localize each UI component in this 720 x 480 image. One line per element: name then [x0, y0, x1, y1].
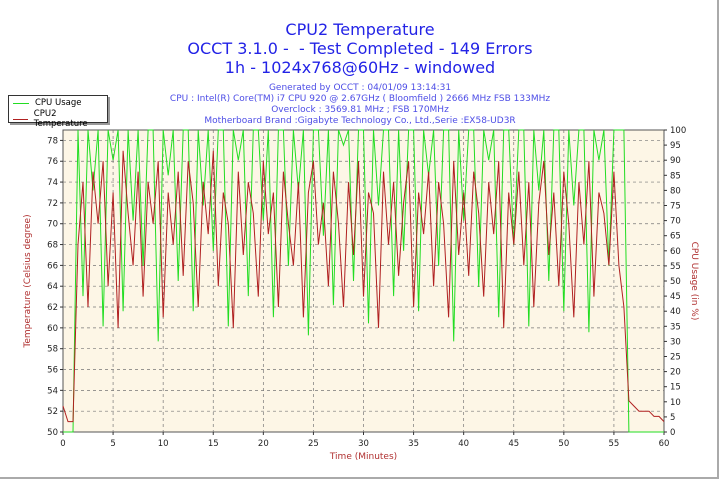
legend-label: CPU2 Temperature	[33, 109, 88, 129]
legend-swatch	[13, 102, 29, 104]
y2-tick-label: 35	[670, 322, 681, 332]
y2-tick-label: 55	[670, 262, 681, 272]
x-tick-label: 30	[358, 439, 369, 449]
y-tick-label: 58	[47, 345, 58, 355]
y2-tick-label: 15	[670, 383, 681, 393]
chart-subtitle-2: 1h - 1024x768@60Hz - windowed	[224, 58, 496, 77]
chart-title: CPU2 Temperature	[285, 20, 435, 39]
y2-axis-label: CPU Usage (in %)	[689, 242, 699, 321]
series-line-cpu2-temperature	[62, 150, 665, 423]
y2-tick-label: 25	[670, 353, 681, 363]
y-tick-label: 54	[47, 386, 58, 396]
generated-info: Generated by OCCT : 04/01/09 13:14:31	[268, 83, 452, 93]
overclock-info: Overclock : 3569.81 MHz ; FSB 170MHz	[271, 105, 449, 115]
legend-item-cpu2-temperature: CPU2 Temperature	[13, 109, 107, 129]
y-tick-label: 62	[47, 303, 58, 313]
y2-tick-label: 20	[670, 368, 681, 378]
y2-tick-label: 60	[670, 247, 681, 257]
y-tick-label: 78	[47, 136, 58, 146]
x-tick-label: 0	[60, 439, 65, 449]
series-line-cpu-usage	[63, 129, 664, 433]
legend: CPU Usage CPU2 Temperature	[8, 95, 108, 129]
y2-tick-label: 70	[670, 217, 681, 227]
y2-tick-label: 100	[670, 126, 686, 136]
y-tick-label: 52	[47, 407, 58, 417]
cpu-info: CPU : Intel(R) Core(TM) i7 CPU 920 @ 2.6…	[169, 94, 551, 104]
y2-tick-label: 50	[670, 277, 681, 287]
y2-tick-label: 85	[670, 171, 681, 181]
y2-tick-label: 75	[670, 202, 681, 212]
x-tick-label: 25	[308, 439, 319, 449]
motherboard-info: Motherboard Brand :Gigabyte Technology C…	[204, 116, 516, 126]
x-tick-label: 50	[558, 439, 569, 449]
x-tick-label: 40	[458, 439, 469, 449]
x-tick-label: 20	[258, 439, 269, 449]
y-tick-label: 74	[47, 178, 58, 188]
y-tick-label: 72	[47, 199, 58, 209]
x-tick-label: 5	[110, 439, 115, 449]
y2-tick-label: 80	[670, 186, 681, 196]
legend-item-cpu-usage: CPU Usage	[13, 98, 81, 108]
y2-tick-label: 30	[670, 337, 681, 347]
y-tick-label: 68	[47, 241, 58, 251]
x-tick-label: 55	[609, 439, 620, 449]
y-tick-label: 66	[47, 261, 58, 271]
x-tick-label: 15	[208, 439, 219, 449]
x-tick-label: 35	[408, 439, 419, 449]
y-tick-label: 76	[47, 157, 58, 167]
y-tick-label: 60	[47, 324, 58, 334]
chart-subtitle: OCCT 3.1.0 - - Test Completed - 149 Erro…	[187, 39, 533, 58]
y-axis-label: Temperature (Celsius degree)	[23, 214, 33, 348]
y2-tick-label: 95	[670, 141, 681, 151]
y-tick-label: 50	[47, 428, 58, 438]
y2-tick-label: 40	[670, 307, 681, 317]
y2-tick-label: 5	[670, 413, 675, 423]
y-tick-label: 64	[47, 282, 58, 292]
legend-label: CPU Usage	[35, 98, 82, 108]
y2-tick-label: 45	[670, 292, 681, 302]
y2-tick-label: 65	[670, 232, 681, 242]
y2-tick-label: 10	[670, 398, 681, 408]
x-tick-label: 45	[508, 439, 519, 449]
y-tick-label: 56	[47, 366, 58, 376]
y-tick-label: 70	[47, 220, 58, 230]
x-tick-label: 60	[659, 439, 670, 449]
x-tick-label: 10	[158, 439, 169, 449]
legend-swatch	[13, 118, 28, 120]
x-axis-label: Time (Minutes)	[329, 452, 397, 462]
y2-tick-label: 0	[670, 428, 675, 438]
y2-tick-label: 90	[670, 156, 681, 166]
